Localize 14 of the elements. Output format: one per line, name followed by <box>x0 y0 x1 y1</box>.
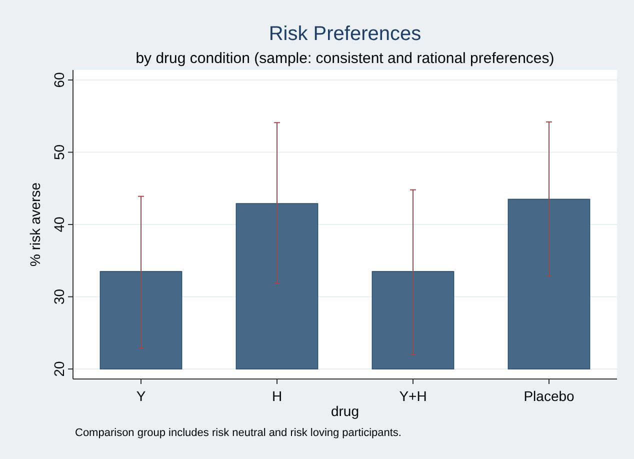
y-tick-label: 30 <box>51 288 67 305</box>
y-tick-label: 60 <box>51 72 67 88</box>
x-axis-title: drug <box>330 403 360 419</box>
chart-title: Risk Preferences <box>268 23 422 45</box>
x-tick-label: Y <box>136 388 146 404</box>
x-tick-label: Placebo <box>524 388 575 404</box>
x-tick-label: Y+H <box>399 388 427 404</box>
y-tick-label: 50 <box>51 144 67 160</box>
x-tick-label: H <box>272 388 282 404</box>
y-tick-label: 20 <box>51 361 67 377</box>
text: Comparison group includes risk neutral and risk loving participants. <box>75 427 402 439</box>
y-tick-label: 40 <box>51 216 67 232</box>
chart-subtitle: by drug condition (sample: consistent and rational preferences) <box>136 50 554 67</box>
y-axis-title: % risk averse <box>27 182 43 267</box>
